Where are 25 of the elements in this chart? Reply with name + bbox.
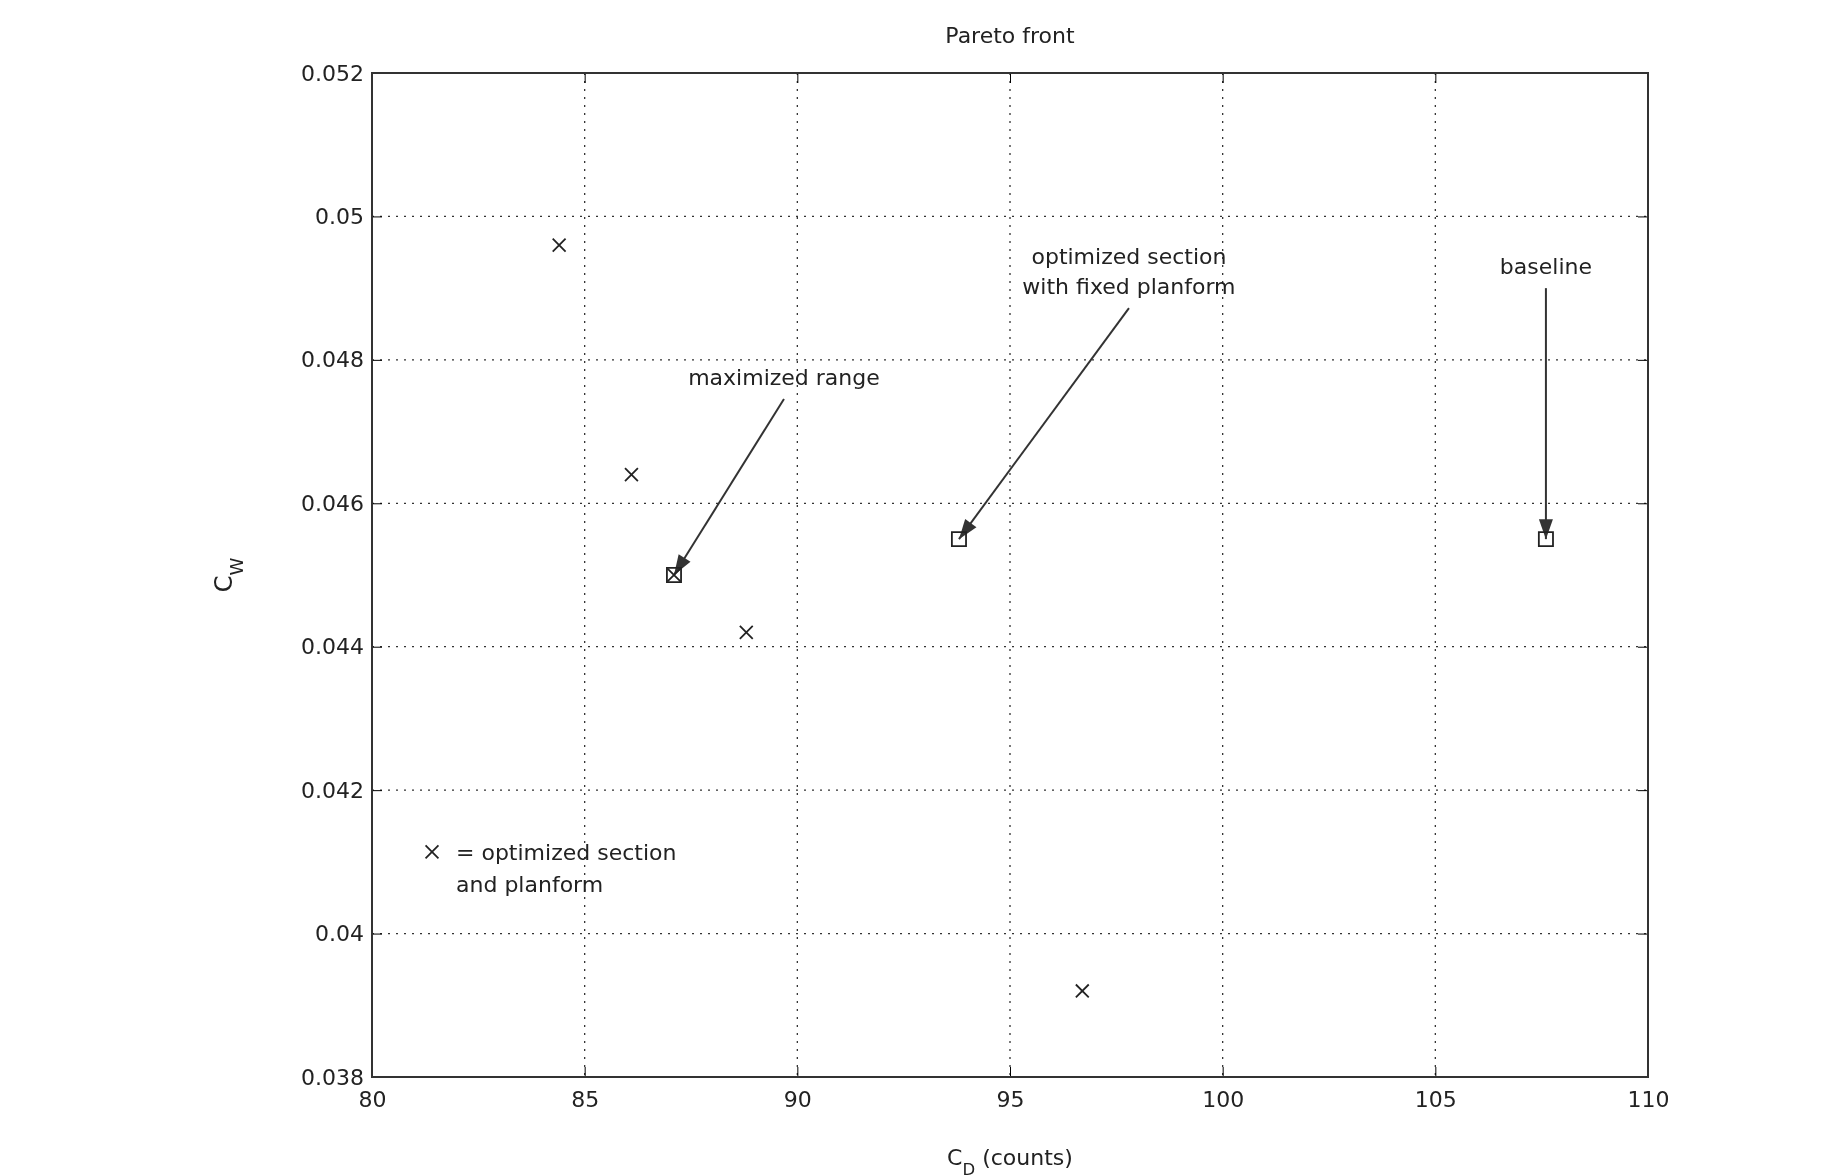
point bbox=[1537, 531, 1554, 548]
x-tick-label: 90 bbox=[783, 1086, 812, 1112]
annotation: optimized section with fixed planform bbox=[1022, 244, 1236, 300]
x-tick-label: 95 bbox=[996, 1086, 1025, 1112]
x-tick-label: 85 bbox=[571, 1086, 600, 1112]
annotation: maximized range bbox=[688, 365, 880, 390]
x-tick-label: 110 bbox=[1627, 1086, 1670, 1112]
chart-title: Pareto front bbox=[945, 23, 1075, 48]
y-tick-label: 0.048 bbox=[301, 347, 364, 373]
y-tick-label: 0.046 bbox=[301, 490, 364, 516]
x-tick-label: 100 bbox=[1202, 1086, 1245, 1112]
x-axis-title: C$_{D}$ (counts) bbox=[947, 1145, 1073, 1176]
annotation: baseline bbox=[1499, 254, 1592, 280]
y-tick-label: 0.044 bbox=[301, 634, 364, 660]
point bbox=[624, 467, 639, 482]
point bbox=[1074, 983, 1090, 999]
point bbox=[551, 237, 567, 253]
x-tick-label: 105 bbox=[1414, 1086, 1457, 1112]
y-tick-label: 0.04 bbox=[315, 921, 364, 947]
y-tick-label: 0.042 bbox=[301, 777, 364, 803]
legend-label: = optimized section and planform bbox=[456, 839, 677, 897]
y-tick-label: 0.052 bbox=[301, 60, 364, 86]
point bbox=[738, 625, 754, 640]
point bbox=[950, 531, 967, 548]
y-tick-label: 0.05 bbox=[315, 203, 364, 229]
